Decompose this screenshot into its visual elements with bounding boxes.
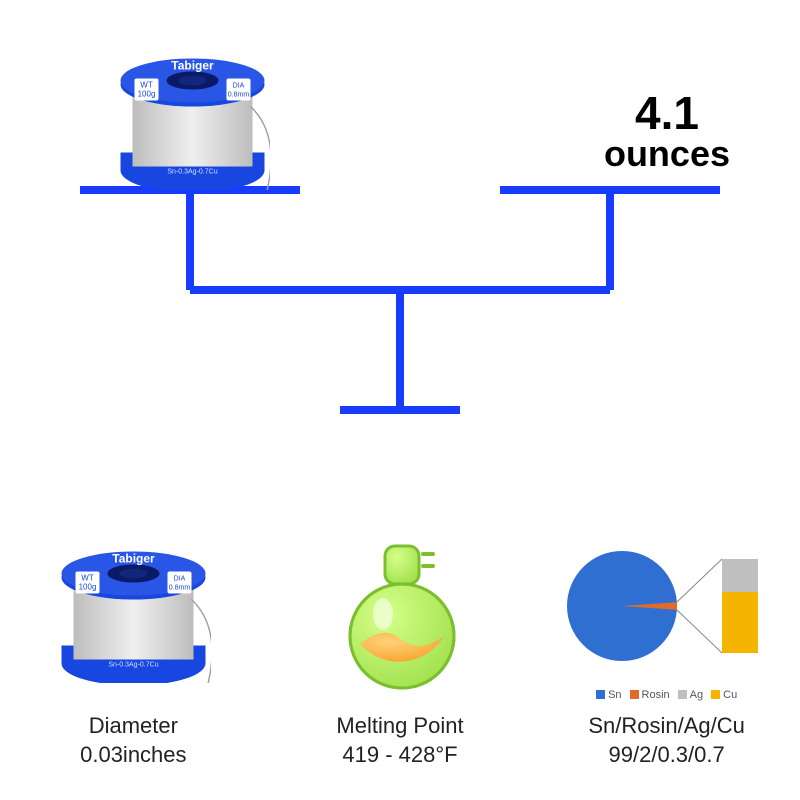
svg-text:Tabiger: Tabiger xyxy=(112,552,155,566)
melting-title: Melting Point xyxy=(336,711,463,741)
spool-on-scale: SOLDER WIRE Sn-0.3Ag-0.7Cu Tabiger WT 10… xyxy=(115,55,270,195)
svg-text:100g: 100g xyxy=(138,90,156,99)
svg-text:0.8mm: 0.8mm xyxy=(169,585,191,592)
svg-text:WT: WT xyxy=(140,81,153,90)
spool-svg-top: SOLDER WIRE Sn-0.3Ag-0.7Cu Tabiger WT 10… xyxy=(115,55,270,190)
legend-item: Rosin xyxy=(630,689,670,701)
legend-item: Ag xyxy=(678,689,703,701)
balance-figure: SOLDER WIRE Sn-0.3Ag-0.7Cu Tabiger WT 10… xyxy=(0,0,800,440)
svg-text:100g: 100g xyxy=(78,583,96,592)
weight-readout: 4.1 ounces xyxy=(604,90,730,172)
svg-text:0.8mm: 0.8mm xyxy=(228,92,250,99)
spool-svg-bottom: SOLDER WIRE Sn-0.3Ag-0.7Cu Tabiger WT 10… xyxy=(56,548,211,683)
diameter-figure: SOLDER WIRE Sn-0.3Ag-0.7Cu Tabiger WT 10… xyxy=(56,531,211,701)
svg-text:Sn-0.3Ag-0.7Cu: Sn-0.3Ag-0.7Cu xyxy=(108,662,158,669)
info-row: SOLDER WIRE Sn-0.3Ag-0.7Cu Tabiger WT 10… xyxy=(0,480,800,770)
diameter-value: 0.03inches xyxy=(80,740,186,770)
weight-value: 4.1 xyxy=(604,90,730,136)
legend-item: Sn xyxy=(596,689,621,701)
composition-legend: Sn Rosin Ag Cu xyxy=(552,689,782,701)
composition-value: 99/2/0.3/0.7 xyxy=(609,740,725,770)
composition-title: Sn/Rosin/Ag/Cu xyxy=(588,711,745,741)
composition-col: Sn Rosin Ag Cu Sn/Rosin/Ag/Cu 99/2/0.3/0.7 xyxy=(547,531,787,770)
melting-value: 419 - 428°F xyxy=(342,740,457,770)
diameter-col: SOLDER WIRE Sn-0.3Ag-0.7Cu Tabiger WT 10… xyxy=(13,531,253,770)
svg-text:Tabiger: Tabiger xyxy=(171,59,214,73)
thermometer-svg xyxy=(335,536,465,696)
weight-unit: ounces xyxy=(604,136,730,172)
composition-figure: Sn Rosin Ag Cu xyxy=(552,531,782,701)
composition-svg xyxy=(552,541,782,691)
svg-text:DIA: DIA xyxy=(233,83,245,90)
legend-item: Cu xyxy=(711,689,737,701)
svg-text:DIA: DIA xyxy=(173,576,185,583)
svg-text:Sn-0.3Ag-0.7Cu: Sn-0.3Ag-0.7Cu xyxy=(167,169,217,176)
melting-col: Melting Point 419 - 428°F xyxy=(280,531,520,770)
diameter-title: Diameter xyxy=(89,711,178,741)
svg-text:WT: WT xyxy=(81,574,94,583)
melting-figure xyxy=(335,531,465,701)
